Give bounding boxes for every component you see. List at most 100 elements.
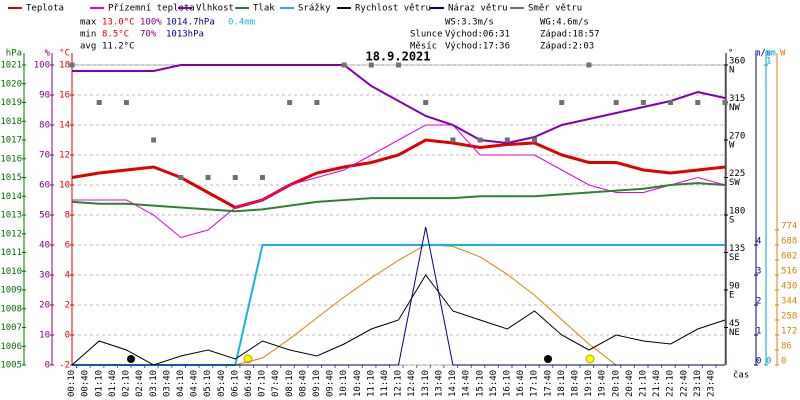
x-tick-label: 08:10 <box>285 370 295 397</box>
x-tick-label: 21:40 <box>652 370 662 397</box>
y-tick-label: 0 <box>781 357 786 367</box>
x-tick-label: 20:10 <box>611 370 621 397</box>
y-tick-label: 50 <box>39 211 50 221</box>
y-tick-label: 430 <box>781 282 797 292</box>
point <box>232 175 238 180</box>
x-tick-label: 06:40 <box>244 370 254 397</box>
x-tick-label: 12:10 <box>394 370 404 397</box>
y-tick-label: 10 <box>39 331 50 341</box>
point <box>695 100 701 105</box>
x-tick-label: 10:40 <box>353 370 363 397</box>
x-tick-label: 13:10 <box>421 370 431 397</box>
x-tick-label: 21:10 <box>639 370 649 397</box>
x-tick-label: 16:10 <box>502 370 512 397</box>
series-line <box>72 124 726 239</box>
point <box>559 100 565 105</box>
x-tick-label: 11:10 <box>366 370 376 397</box>
y-tick-label: 12 <box>59 151 70 161</box>
info: WS:3.3m/s <box>445 18 494 28</box>
y-tick-dir: SW <box>729 178 740 188</box>
series-line <box>71 182 726 213</box>
y-tick-label: 344 <box>781 297 797 307</box>
y-tick-label: 516 <box>781 267 797 277</box>
y-tick-label: 100 <box>34 61 50 71</box>
legend-label: Směr větru <box>528 4 582 14</box>
x-tick-label: 18:40 <box>570 370 580 397</box>
y-tick-label: 60 <box>39 181 50 191</box>
moon-marker <box>544 355 552 363</box>
y-tick-label: 1018 <box>0 117 22 127</box>
legend-label: Náraz větru <box>448 4 508 14</box>
axis-unit: m/s <box>755 49 771 59</box>
legend-label: Rychlost větru <box>355 4 431 14</box>
x-tick-label: 01:40 <box>108 370 118 397</box>
axis-unit: ° <box>728 49 733 59</box>
point <box>123 100 129 105</box>
y-tick-label: 0 <box>45 361 50 371</box>
y-tick-label: 90 <box>729 282 740 292</box>
x-tick-label: 15:10 <box>475 370 485 397</box>
y-tick-label: 86 <box>781 342 792 352</box>
y-tick-dir: NE <box>729 328 740 338</box>
axis-unit: W <box>780 49 786 59</box>
y-tick-label: 0 <box>766 357 771 367</box>
x-tick-label: 17:40 <box>543 370 553 397</box>
x-tick-label: 22:40 <box>679 370 689 397</box>
stat: 70% <box>140 30 157 40</box>
x-tick-label: 23:40 <box>707 370 717 397</box>
x-tick-label: 06:10 <box>230 370 240 397</box>
point <box>151 137 157 143</box>
stat: 13.0°C <box>102 18 135 28</box>
y-tick-label: 18 <box>59 61 70 71</box>
x-tick-label: 07:40 <box>271 370 281 397</box>
point <box>532 137 538 143</box>
series-line <box>72 226 725 366</box>
y-tick-label: 14 <box>59 121 70 131</box>
x-tick-label: 04:10 <box>176 370 186 397</box>
y-tick-dir: W <box>729 141 735 151</box>
x-tick-label: 00:10 <box>67 370 77 397</box>
y-tick-label: 1015 <box>0 173 22 183</box>
y-tick-label: 1005 <box>0 361 22 371</box>
stat-label: min <box>80 30 96 40</box>
point <box>423 100 429 105</box>
x-tick-label: 12:40 <box>407 370 417 397</box>
y-tick-label: 258 <box>781 312 797 322</box>
y-tick-label: 4 <box>756 237 761 247</box>
legend-label: Tlak <box>253 4 275 14</box>
series-line <box>72 64 726 145</box>
info: Slunce <box>410 30 443 40</box>
point <box>259 175 265 180</box>
x-tick-label: 19:10 <box>584 370 594 397</box>
y-tick-label: 315 <box>729 94 745 104</box>
chart-title: 18.9.2021 <box>365 50 430 64</box>
series-line <box>71 274 726 366</box>
y-tick-label: 8 <box>65 211 70 221</box>
x-tick-label: 11:40 <box>380 370 390 397</box>
y-tick-label: 2 <box>65 301 70 311</box>
point <box>477 137 483 143</box>
point <box>668 100 674 105</box>
x-tick-label: 02:40 <box>135 370 145 397</box>
y-tick-label: 602 <box>781 252 797 262</box>
x-tick-label: 03:10 <box>149 370 159 397</box>
info: Západ:2:03 <box>540 42 594 52</box>
y-tick-label: 6 <box>65 241 70 251</box>
y-tick-label: 1021 <box>0 61 22 71</box>
x-tick-label: 07:10 <box>258 370 268 397</box>
x-tick-label: 08:40 <box>298 370 308 397</box>
y-tick-dir: NW <box>729 103 740 113</box>
y-tick-label: 135 <box>729 244 745 254</box>
y-tick-label: 1017 <box>0 136 22 146</box>
stat: 0.4mm <box>228 18 255 28</box>
x-tick-label: 17:10 <box>530 370 540 397</box>
y-tick-label: 45 <box>729 319 740 329</box>
y-tick-dir: E <box>729 291 734 301</box>
y-tick-label: 1020 <box>0 79 22 89</box>
y-tick-label: 3 <box>756 267 761 277</box>
y-tick-label: 90 <box>39 91 50 101</box>
info: Západ:18:57 <box>540 30 600 40</box>
point <box>586 62 592 68</box>
point <box>613 100 619 105</box>
y-tick-label: 10 <box>59 181 70 191</box>
